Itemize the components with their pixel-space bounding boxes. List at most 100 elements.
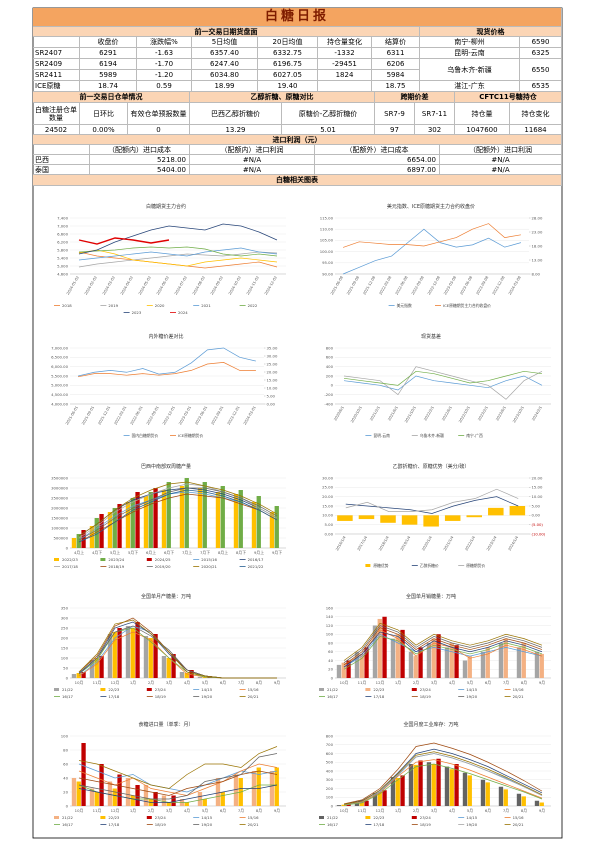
bar	[418, 647, 423, 678]
bar	[444, 647, 450, 678]
x-tick-label: 2021/6/1	[387, 406, 399, 422]
y2-tick-label: 0.00	[267, 401, 276, 406]
bar	[359, 653, 364, 678]
table-value: 6196.75	[258, 59, 318, 70]
column-header: 原糖价-乙醇折糖价	[282, 103, 375, 125]
y-tick-label: 110.00	[320, 227, 334, 232]
series-line	[343, 763, 543, 806]
legend-label: 19/20	[466, 694, 478, 699]
x-tick-label: 6月上	[146, 550, 156, 555]
legend-label: 乌鲁木齐-新疆	[420, 433, 444, 438]
series-line	[343, 625, 543, 663]
bar	[488, 507, 504, 516]
bar	[364, 647, 369, 678]
legend-swatch	[365, 564, 371, 567]
column-header: （配额内）进口成本	[90, 145, 190, 155]
bar	[215, 778, 221, 806]
y-tick-label: 10.00	[322, 513, 333, 518]
x-tick-label: 6月下	[164, 550, 174, 555]
x-tick-label: 11月	[93, 680, 102, 685]
legend-label: 16/17	[327, 822, 339, 827]
series-line	[78, 753, 278, 800]
table-value: 97	[375, 125, 415, 135]
column-header: 持仓量	[455, 103, 510, 125]
bar	[184, 478, 189, 548]
bar	[135, 785, 140, 806]
legend-swatch	[365, 688, 371, 691]
table-value: 5989	[80, 70, 137, 81]
y-tick-label: 20	[328, 667, 333, 672]
series-line	[342, 228, 522, 275]
table-cell	[33, 145, 90, 155]
bar	[400, 629, 405, 678]
y-tick-label: 500	[326, 760, 334, 765]
y-tick-label: 40	[63, 775, 68, 780]
x-tick-label: 2020/1/4	[421, 535, 433, 552]
x-tick-label: 2024-10-02	[228, 276, 242, 296]
table-value: 5218.00	[90, 155, 190, 165]
legend-label: 20/21	[248, 822, 260, 827]
bar	[233, 494, 239, 548]
bar	[516, 793, 522, 806]
legend-swatch	[100, 688, 106, 691]
chart-title: 食糖进口量（单季：月）	[138, 721, 193, 728]
x-tick-label: 2023-06-01	[194, 406, 208, 426]
bar	[256, 767, 261, 806]
x-tick-label: 12月	[111, 808, 120, 813]
y-tick-label: 150	[61, 645, 69, 650]
x-tick-label: 2月	[148, 808, 154, 813]
x-tick-label: 2024-05-02	[138, 276, 152, 296]
x-tick-label: 8月	[256, 808, 262, 813]
bar	[220, 792, 225, 806]
bar	[408, 764, 414, 806]
series-line	[343, 751, 543, 805]
table-value: 6311	[372, 48, 420, 59]
legend-swatch	[54, 688, 59, 691]
y-tick-label: 300	[326, 777, 334, 782]
y-tick-label: 3500000	[51, 475, 68, 480]
row-label: SR2409	[33, 59, 80, 70]
bar	[76, 781, 81, 806]
x-tick-label: 6月	[220, 808, 226, 813]
series-line	[78, 784, 278, 803]
row-label: 巴西	[33, 155, 90, 165]
legend-label: 21/22	[62, 815, 74, 820]
bar	[521, 643, 526, 678]
table-value: 11684	[510, 125, 562, 135]
bar	[444, 766, 450, 806]
x-tick-label: 2024-03-08	[508, 275, 522, 296]
spot-price: 6325	[520, 48, 562, 59]
x-tick-label: 2018/1/4	[378, 535, 390, 552]
bar	[251, 502, 257, 548]
bar	[534, 800, 540, 806]
y-tick-label: 160	[326, 605, 334, 610]
series-line	[343, 742, 543, 805]
spot-name: 南宁-柳州	[420, 37, 520, 48]
y-tick-label: 4,000.00	[51, 401, 68, 406]
series-line	[343, 366, 543, 400]
bar	[89, 526, 95, 548]
legend-label: 17/18	[108, 694, 120, 699]
y-tick-label: 5,000	[57, 263, 68, 268]
bar	[76, 673, 81, 678]
bar	[135, 492, 140, 548]
y2-tick-label: (5.00)	[532, 522, 544, 527]
y-tick-label: 140	[326, 614, 334, 619]
x-tick-label: 2021/1/4	[443, 535, 455, 552]
bar	[189, 670, 194, 678]
y-tick-label: 600	[326, 355, 334, 360]
x-tick-label: 6月	[220, 680, 226, 685]
y2-tick-label: (10.00)	[532, 531, 546, 536]
bar	[81, 530, 86, 548]
legend-label: 14/15	[466, 815, 478, 820]
bar	[485, 647, 490, 678]
table-cell	[33, 37, 80, 48]
x-tick-label: 2017/1/4	[357, 535, 369, 552]
bar	[269, 512, 275, 548]
y2-tick-label: 18.00	[532, 243, 543, 248]
x-tick-label: 2022/1/4	[464, 535, 476, 552]
bar	[395, 634, 400, 678]
table-value: 19.40	[258, 81, 318, 92]
legend-label: 2019/20	[155, 564, 171, 569]
bar	[197, 792, 203, 806]
